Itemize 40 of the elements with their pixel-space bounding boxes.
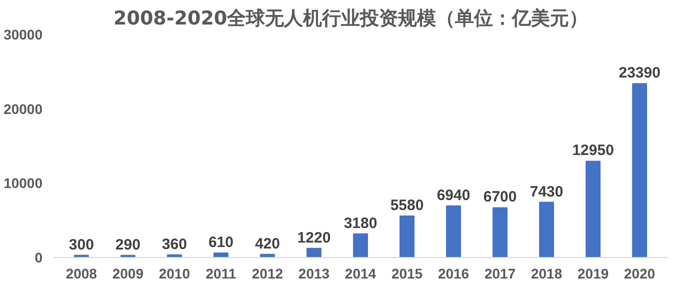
- y-tick-label: 0: [34, 250, 43, 266]
- x-tick-label: 2011: [206, 266, 236, 281]
- bar: [213, 252, 228, 258]
- data-label: 5580: [390, 197, 424, 214]
- x-tick-label: 2017: [484, 266, 516, 281]
- x-tick-label: 2010: [158, 266, 190, 281]
- chart-title: 2008-2020全球无人机行业投资规模（单位：亿美元）: [114, 8, 588, 30]
- y-tick-label: 20000: [4, 100, 43, 117]
- x-tick-label: 2008: [66, 266, 98, 281]
- data-label: 6940: [436, 186, 470, 204]
- data-label: 7430: [530, 183, 564, 200]
- data-label: 1220: [297, 229, 331, 246]
- data-label: 3180: [344, 214, 378, 232]
- y-tick-label: 30000: [4, 26, 43, 42]
- bar: [586, 160, 601, 258]
- x-tick-label: 2009: [112, 266, 144, 281]
- data-label: 6700: [483, 188, 517, 206]
- data-label: 290: [115, 236, 140, 254]
- data-label: 300: [68, 236, 94, 254]
- y-tick-label: 10000: [4, 175, 43, 192]
- x-tick-label: 2015: [391, 266, 423, 281]
- x-tick-label: 2018: [530, 266, 562, 281]
- bar: [492, 207, 508, 258]
- data-label: 23390: [618, 64, 660, 82]
- data-label: 610: [208, 234, 234, 251]
- data-label: 420: [254, 235, 280, 252]
- x-tick-label: 2020: [624, 266, 656, 281]
- bar: [446, 205, 462, 258]
- bar: [306, 248, 322, 258]
- x-tick-label: 2013: [298, 266, 330, 281]
- bar: [400, 216, 414, 258]
- data-label: 360: [162, 236, 187, 253]
- x-tick-label: 2019: [578, 266, 609, 281]
- x-tick-label: 2016: [438, 266, 470, 281]
- bar: [353, 233, 368, 258]
- data-label: 12950: [572, 142, 614, 160]
- x-tick-label: 2012: [252, 266, 284, 281]
- x-tick-label: 2014: [344, 266, 376, 281]
- bar: [632, 83, 648, 258]
- bar: [539, 202, 554, 258]
